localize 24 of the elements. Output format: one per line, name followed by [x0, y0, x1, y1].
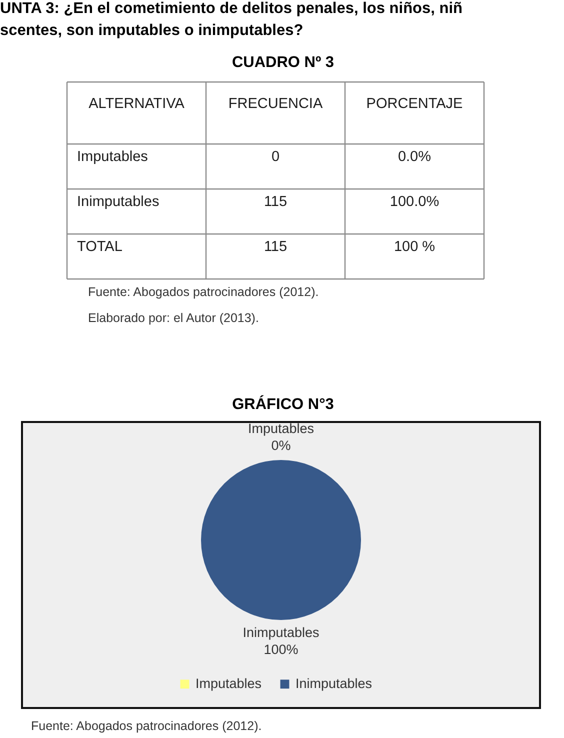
legend-label: Inimputables — [296, 676, 372, 692]
category-label: Inimputables — [77, 194, 160, 210]
category-label: Imputables — [248, 421, 314, 436]
text: 115 — [264, 194, 288, 210]
text: 100 % — [394, 239, 436, 255]
category-label: PORCENTAJE — [366, 96, 464, 112]
data-label: 100% — [264, 642, 298, 657]
chart-title: GRÁFICO N°3 — [232, 395, 334, 413]
text: UNTA 3: ¿En el cometimiento de delitos penales, los niños, niñ scentes, son imputables o inimputables? — [0, 0, 462, 39]
source-note: Fuente: Abogados patrocinadores (2012). — [31, 719, 262, 733]
text: 0.0% — [398, 149, 432, 165]
text: CUADRO Nº 3 — [232, 54, 334, 71]
source-note: Fuente: Abogados patrocinadores (2012). — [88, 285, 319, 299]
category-label: TOTAL — [77, 239, 122, 255]
legend-label: Imputables — [196, 676, 262, 692]
text: 115 — [264, 239, 288, 255]
category-label: FRECUENCIA — [228, 96, 323, 112]
category-label: Imputables — [77, 149, 148, 165]
slice-label: Inimputables — [242, 625, 320, 640]
text: 0% — [271, 438, 291, 453]
text: 100.0% — [390, 194, 440, 210]
text: ALTERNATIVA — [88, 96, 185, 112]
text: Elaborado por: el Autor (2013). — [88, 311, 259, 325]
text: 0 — [271, 149, 280, 165]
